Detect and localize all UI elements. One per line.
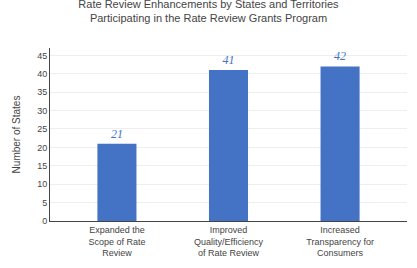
svg-text:40: 40 (37, 69, 47, 79)
svg-text:42: 42 (334, 49, 346, 63)
svg-text:35: 35 (37, 87, 47, 97)
svg-text:10: 10 (37, 179, 47, 189)
svg-text:5: 5 (42, 198, 47, 208)
svg-text:25: 25 (37, 124, 47, 134)
svg-text:45: 45 (37, 51, 47, 61)
svg-text:Expanded theScope of RateRevie: Expanded theScope of RateReview (88, 225, 145, 258)
svg-text:ImprovedQuality/Efficiencyof R: ImprovedQuality/Efficiencyof Rate Review (194, 225, 263, 258)
svg-text:Number of States: Number of States (11, 96, 22, 174)
svg-text:20: 20 (37, 143, 47, 153)
svg-text:21: 21 (111, 127, 123, 141)
svg-text:30: 30 (37, 106, 47, 116)
svg-text:Rate Review Enhancements by St: Rate Review Enhancements by States and T… (78, 0, 339, 24)
svg-text:IncreasedTransparency forConsu: IncreasedTransparency forConsumers (306, 225, 374, 258)
svg-text:41: 41 (223, 53, 235, 67)
svg-text:0: 0 (42, 216, 47, 226)
svg-text:15: 15 (37, 161, 47, 171)
